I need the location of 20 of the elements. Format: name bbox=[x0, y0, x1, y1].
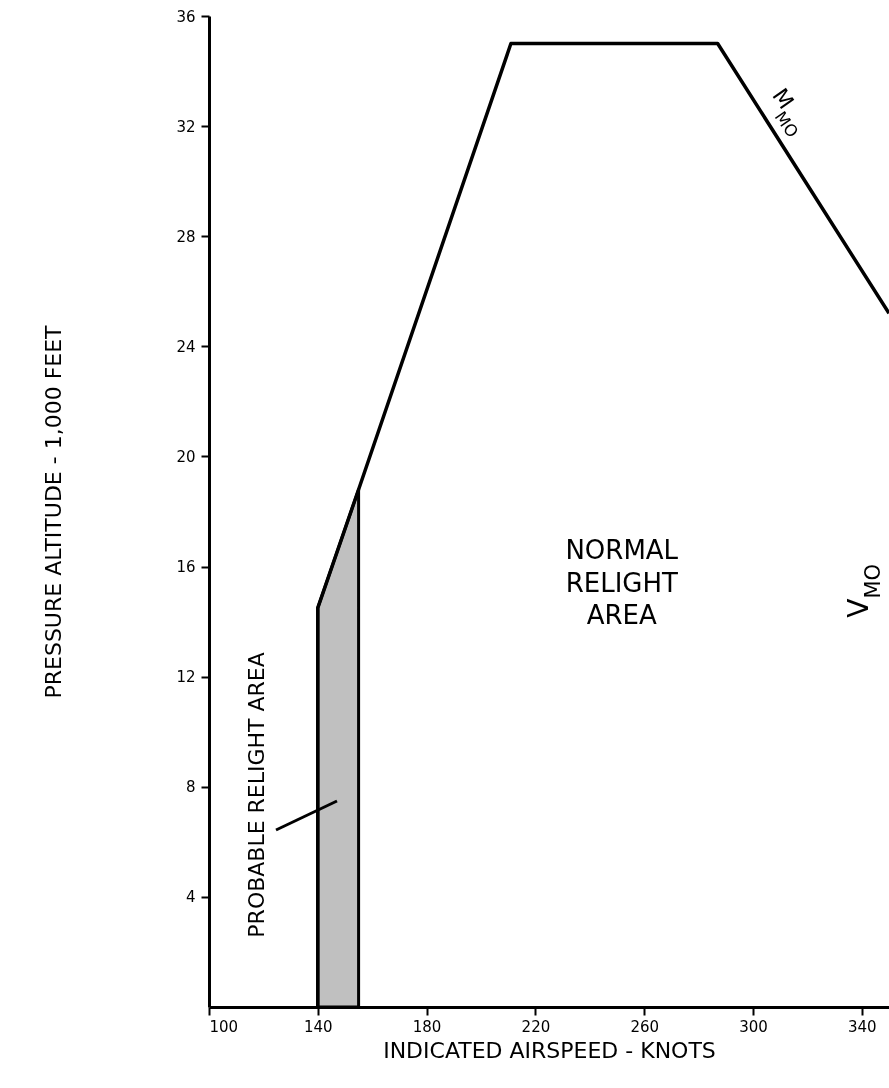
x-tick-label: 220 bbox=[521, 1017, 551, 1036]
x-tick-label: 300 bbox=[739, 1017, 768, 1036]
annotation: PROBABLE RELIGHT AREA bbox=[244, 652, 270, 938]
y-axis-title: PRESSURE ALTITUDE - 1,000 FEET bbox=[41, 324, 67, 699]
y-tick-label: 20 bbox=[176, 447, 196, 466]
x-tick-label: 260 bbox=[630, 1017, 660, 1036]
y-tick-label: 8 bbox=[185, 778, 196, 797]
y-tick-label: 4 bbox=[185, 888, 196, 907]
y-tick-label: 36 bbox=[176, 7, 196, 26]
x-tick-label: 340 bbox=[847, 1017, 877, 1036]
y-tick-label: 16 bbox=[176, 558, 196, 577]
annotation: NORMAL RELIGHT AREA bbox=[565, 535, 679, 631]
y-tick-label: 32 bbox=[176, 117, 196, 136]
x-tick-label: 180 bbox=[412, 1017, 442, 1036]
y-tick-label: 12 bbox=[176, 668, 196, 687]
y-tick-label: 24 bbox=[176, 337, 196, 356]
x-tick-label: 140 bbox=[303, 1017, 333, 1036]
x-tick-label: 100 bbox=[209, 1017, 239, 1036]
y-tick-label: 28 bbox=[176, 227, 196, 246]
x-axis-title: INDICATED AIRSPEED - KNOTS bbox=[383, 1037, 716, 1063]
